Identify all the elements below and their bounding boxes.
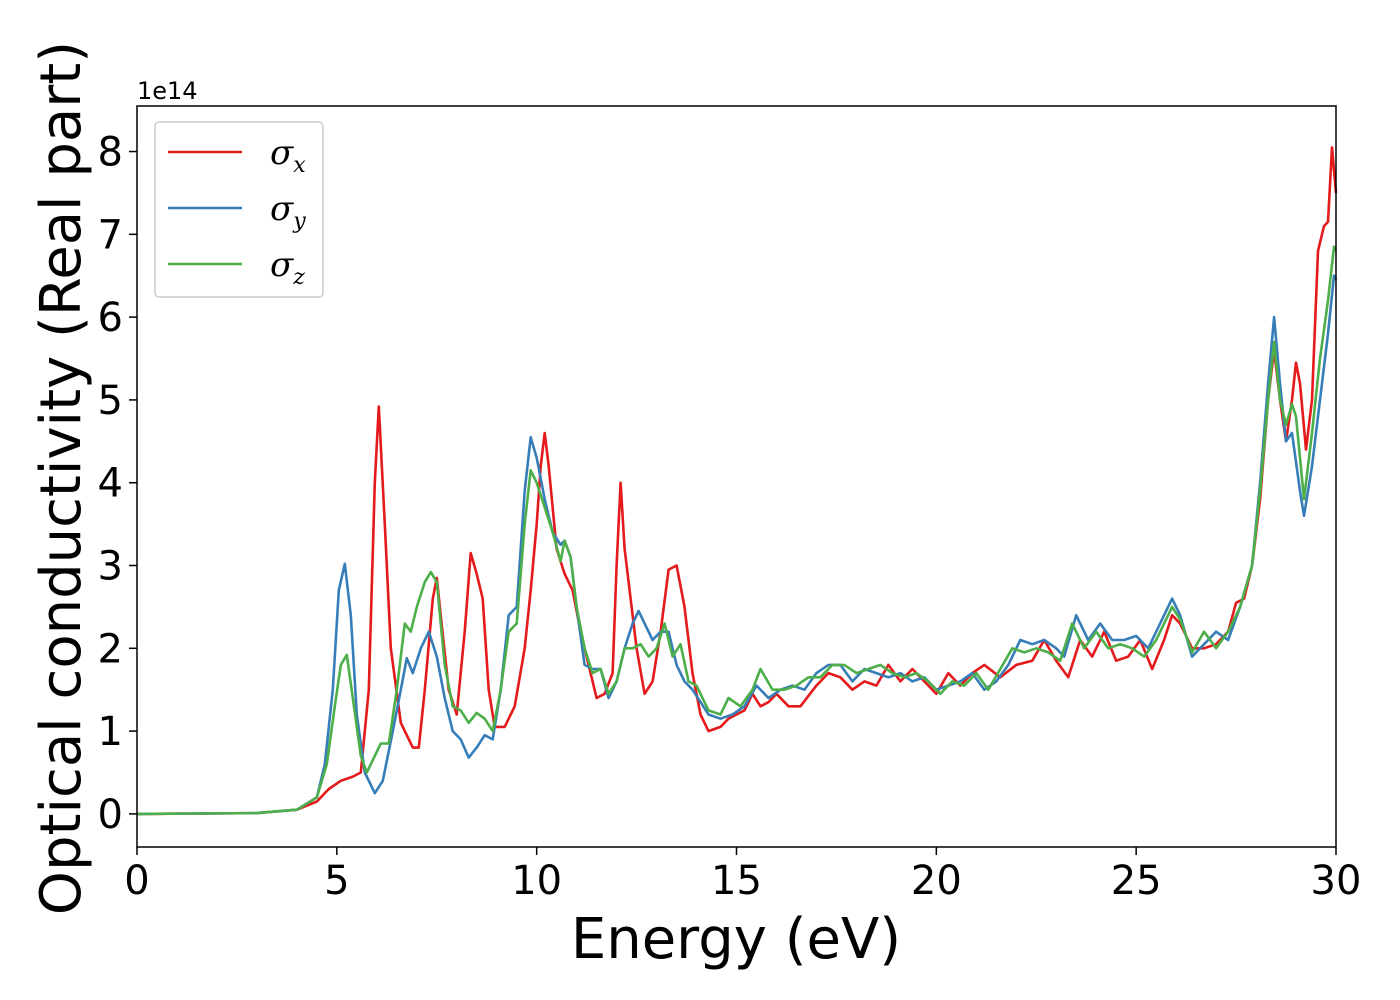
y-tick-label: 3 xyxy=(98,544,123,590)
legend: σx σy σz xyxy=(154,121,324,298)
x-axis-ticks: 0 5 10 15 20 25 30 xyxy=(124,847,1361,904)
series-lines xyxy=(136,146,1338,816)
legend-label-y: σy xyxy=(270,189,306,234)
legend-box xyxy=(154,121,324,298)
y-tick-label: 1 xyxy=(98,709,123,755)
legend-label-x: σx xyxy=(270,133,306,178)
x-axis-title: Energy (eV) xyxy=(571,907,901,972)
plot-background xyxy=(137,106,1336,847)
y-tick-label: 0 xyxy=(98,792,123,838)
x-tick-label: 15 xyxy=(711,858,762,904)
x-tick-label: 10 xyxy=(511,858,562,904)
y-tick-label: 4 xyxy=(98,461,123,507)
legend-label-z: σz xyxy=(270,245,305,290)
y-tick-label: 7 xyxy=(98,212,123,258)
y-tick-label: 2 xyxy=(98,626,123,672)
series-line-z xyxy=(136,245,1338,816)
x-tick-label: 25 xyxy=(1111,858,1162,904)
x-tick-label: 30 xyxy=(1311,858,1362,904)
series-line-y xyxy=(136,274,1338,816)
x-tick-label: 0 xyxy=(124,858,149,904)
y-tick-label: 6 xyxy=(98,295,123,341)
x-tick-label: 5 xyxy=(324,858,349,904)
y-offset-label: 1e14 xyxy=(137,77,198,105)
y-axis-title: Optical conductivity (Real part) xyxy=(29,41,94,915)
y-axis-ticks: 0 1 2 3 4 5 6 7 8 xyxy=(98,130,137,838)
y-tick-label: 5 xyxy=(98,378,123,424)
y-tick-label: 8 xyxy=(98,130,123,176)
x-tick-label: 20 xyxy=(911,858,962,904)
